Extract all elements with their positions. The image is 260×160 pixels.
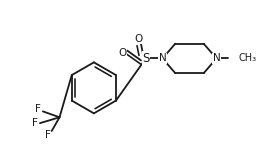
Text: F: F [32,118,38,128]
Text: N: N [213,53,220,63]
Text: F: F [45,130,51,140]
Text: O: O [134,34,142,44]
Text: N: N [159,53,166,63]
Text: F: F [35,104,41,114]
Text: O: O [118,48,126,58]
Text: S: S [142,52,149,65]
Text: CH₃: CH₃ [238,53,256,63]
